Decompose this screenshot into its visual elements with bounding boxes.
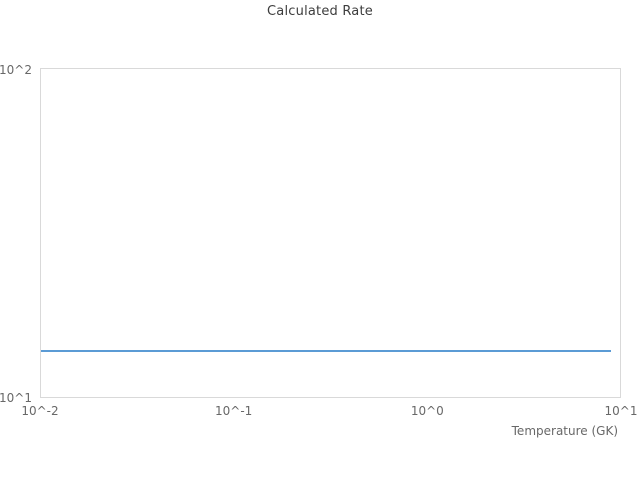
rate-series-line — [41, 350, 612, 352]
plot-area — [40, 68, 621, 398]
x-tick-label: 10^0 — [410, 404, 444, 418]
x-axis: 10^-2 10^-1 10^0 10^1 — [21, 404, 637, 420]
y-axis: 10^2 10^1 — [0, 63, 34, 405]
x-tick-label: 10^-2 — [21, 404, 59, 418]
y-tick-label-bottom: 10^1 — [0, 391, 32, 405]
x-tick-label: 10^-1 — [215, 404, 253, 418]
y-tick-label-top: 10^2 — [0, 63, 32, 77]
x-tick-label: 10^1 — [604, 404, 638, 418]
x-axis-label: Temperature (GK) — [511, 424, 618, 438]
chart-title: Calculated Rate — [267, 4, 373, 19]
